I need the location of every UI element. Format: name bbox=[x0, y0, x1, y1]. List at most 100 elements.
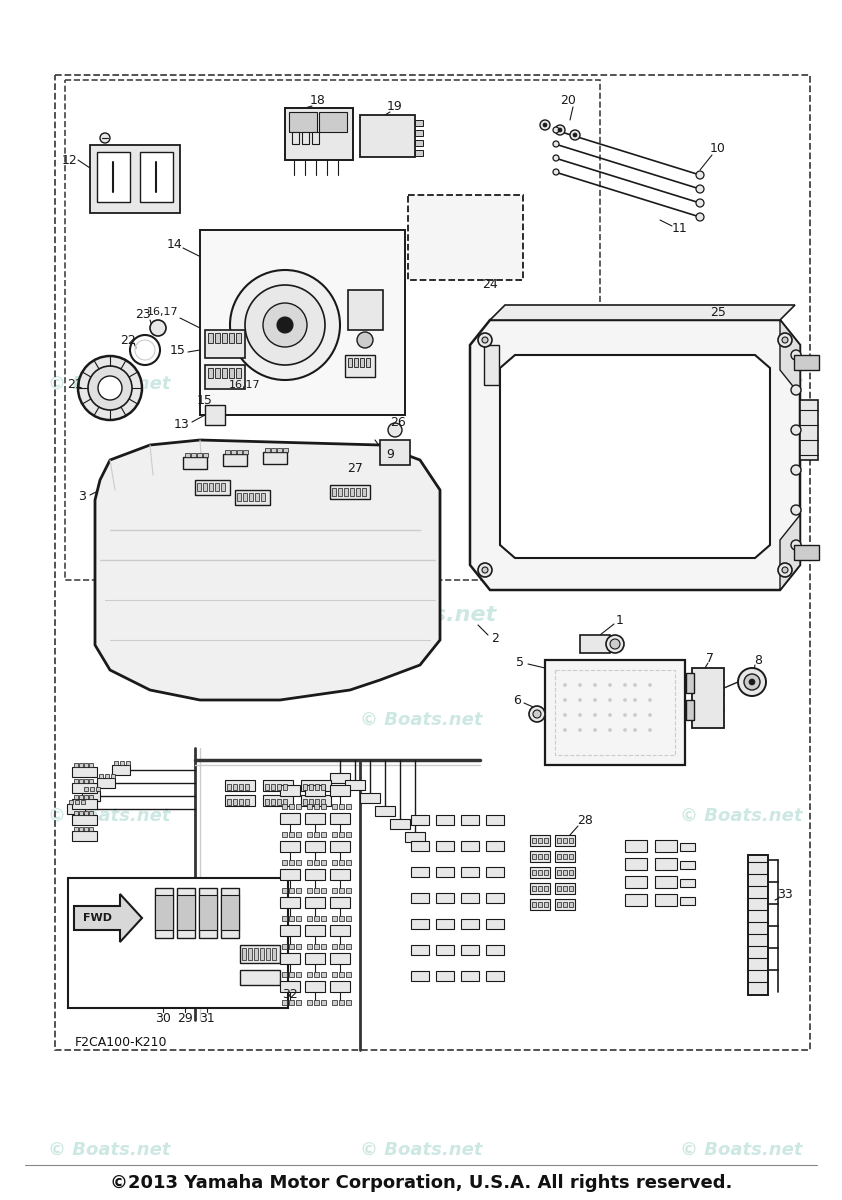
Text: 20: 20 bbox=[560, 94, 576, 107]
Bar bbox=[280, 785, 300, 796]
Bar bbox=[69, 800, 73, 804]
Bar bbox=[74, 763, 78, 767]
Bar bbox=[195, 480, 230, 494]
Circle shape bbox=[606, 635, 624, 653]
Text: 22: 22 bbox=[120, 334, 136, 347]
Bar bbox=[155, 888, 173, 938]
Text: 25: 25 bbox=[710, 306, 726, 318]
Text: 18: 18 bbox=[310, 94, 326, 107]
Bar bbox=[346, 972, 351, 977]
Circle shape bbox=[553, 169, 559, 175]
Bar bbox=[72, 767, 97, 778]
Bar bbox=[208, 332, 213, 343]
Bar bbox=[215, 482, 219, 491]
Bar bbox=[563, 838, 567, 842]
Bar bbox=[332, 832, 337, 838]
Bar bbox=[199, 888, 217, 938]
Bar bbox=[563, 902, 567, 907]
Bar bbox=[75, 800, 79, 804]
Text: © Boats.net: © Boats.net bbox=[345, 605, 497, 625]
Bar bbox=[625, 840, 647, 852]
Circle shape bbox=[648, 684, 652, 686]
Bar bbox=[314, 1000, 319, 1006]
Bar bbox=[249, 493, 253, 502]
Bar bbox=[296, 1000, 301, 1006]
Text: 31: 31 bbox=[199, 1012, 215, 1025]
Bar bbox=[315, 799, 319, 805]
Bar bbox=[314, 888, 319, 893]
Circle shape bbox=[578, 728, 582, 732]
Bar bbox=[229, 368, 234, 378]
Bar bbox=[177, 888, 195, 938]
Circle shape bbox=[100, 133, 110, 143]
Text: ©2013 Yamaha Motor Corporation, U.S.A. All rights reserved.: ©2013 Yamaha Motor Corporation, U.S.A. A… bbox=[109, 1174, 733, 1192]
Bar bbox=[240, 970, 280, 985]
Bar bbox=[245, 799, 249, 805]
Bar bbox=[105, 774, 109, 778]
Bar bbox=[239, 799, 243, 805]
Bar bbox=[120, 761, 124, 766]
Bar bbox=[332, 488, 336, 496]
Bar bbox=[339, 944, 344, 949]
Bar bbox=[236, 332, 241, 343]
Circle shape bbox=[578, 714, 582, 716]
Bar bbox=[282, 888, 287, 893]
Bar bbox=[155, 895, 173, 930]
Bar bbox=[315, 784, 319, 790]
Bar bbox=[303, 799, 307, 805]
Bar bbox=[222, 368, 227, 378]
Bar bbox=[305, 898, 325, 908]
Bar bbox=[261, 493, 265, 502]
Bar bbox=[68, 878, 288, 1008]
Bar bbox=[205, 404, 225, 425]
Bar bbox=[532, 902, 536, 907]
Bar bbox=[222, 332, 227, 343]
Bar bbox=[283, 448, 288, 452]
Bar bbox=[319, 112, 347, 132]
Bar bbox=[254, 948, 258, 960]
Bar bbox=[280, 869, 300, 880]
Bar bbox=[680, 898, 695, 905]
Circle shape bbox=[623, 698, 626, 702]
Bar bbox=[436, 946, 454, 955]
Circle shape bbox=[578, 684, 582, 686]
Bar bbox=[79, 811, 83, 815]
Bar bbox=[263, 452, 287, 464]
Bar bbox=[800, 400, 818, 460]
Bar bbox=[221, 888, 239, 938]
Circle shape bbox=[749, 679, 755, 685]
Bar bbox=[183, 457, 207, 469]
Bar bbox=[177, 895, 195, 930]
Bar bbox=[314, 944, 319, 949]
Bar bbox=[555, 670, 675, 755]
Bar bbox=[305, 925, 325, 936]
Bar bbox=[72, 815, 97, 826]
Bar bbox=[215, 332, 220, 343]
Bar bbox=[557, 870, 561, 875]
Text: 9: 9 bbox=[386, 449, 394, 462]
Bar bbox=[339, 860, 344, 865]
Circle shape bbox=[150, 320, 166, 336]
Bar bbox=[544, 870, 548, 875]
Bar bbox=[271, 784, 275, 790]
Circle shape bbox=[594, 728, 596, 732]
Circle shape bbox=[648, 728, 652, 732]
Bar bbox=[338, 488, 342, 496]
Bar bbox=[569, 854, 573, 859]
Bar bbox=[307, 888, 312, 893]
Bar bbox=[461, 919, 479, 929]
Circle shape bbox=[609, 714, 611, 716]
Circle shape bbox=[578, 698, 582, 702]
Bar bbox=[545, 660, 685, 766]
Text: 16,17: 16,17 bbox=[147, 307, 179, 317]
Bar bbox=[282, 860, 287, 865]
Bar bbox=[265, 448, 270, 452]
Bar bbox=[350, 488, 354, 496]
Bar bbox=[411, 866, 429, 877]
Bar bbox=[271, 448, 276, 452]
Bar bbox=[555, 851, 575, 862]
Bar bbox=[114, 761, 118, 766]
Bar bbox=[411, 815, 429, 826]
Bar bbox=[265, 784, 269, 790]
Bar bbox=[530, 835, 550, 846]
